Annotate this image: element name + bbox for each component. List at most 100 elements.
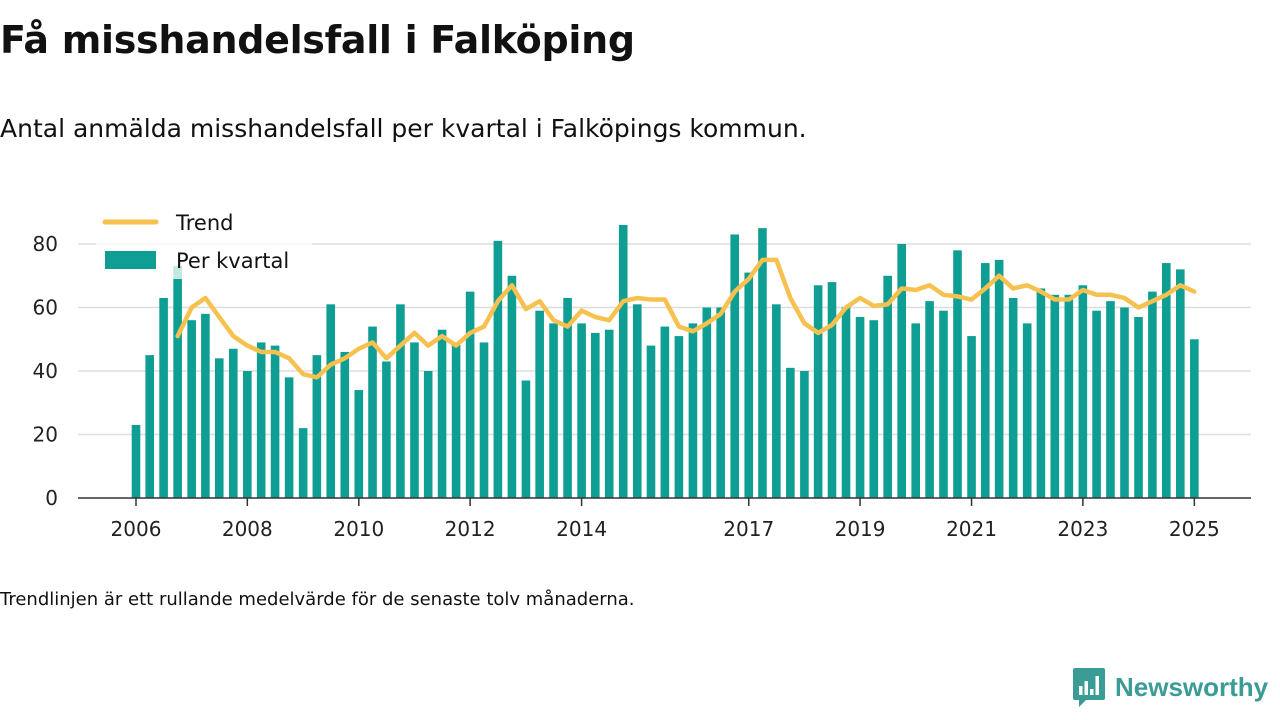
bar bbox=[131, 424, 141, 498]
bar bbox=[465, 291, 475, 499]
x-tick-label: 2019 bbox=[835, 517, 886, 541]
bar bbox=[1148, 291, 1157, 499]
x-tick-label: 2008 bbox=[222, 517, 273, 541]
newsworthy-logo-text: Newsworthy bbox=[1115, 671, 1269, 702]
bar bbox=[410, 342, 419, 498]
bar bbox=[632, 304, 642, 498]
bar bbox=[618, 224, 628, 498]
bar bbox=[535, 310, 544, 498]
bar bbox=[270, 345, 280, 498]
bar bbox=[841, 307, 851, 498]
bar bbox=[256, 342, 266, 498]
x-tick-label: 2021 bbox=[946, 517, 997, 541]
bar bbox=[563, 297, 572, 498]
bar bbox=[173, 266, 182, 498]
bar bbox=[813, 285, 823, 498]
bar bbox=[660, 326, 670, 498]
bar bbox=[298, 428, 308, 498]
legend-bar-swatch bbox=[105, 251, 156, 269]
bar bbox=[243, 371, 252, 498]
y-tick-labels: 0 20 40 60 80 bbox=[33, 232, 58, 510]
bar bbox=[591, 332, 600, 498]
x-tick-label: 2010 bbox=[333, 517, 384, 541]
y-tick-label: 60 bbox=[33, 296, 58, 320]
x-tick-label: 2017 bbox=[723, 517, 774, 541]
bar bbox=[911, 323, 921, 499]
bar bbox=[187, 320, 196, 498]
bar bbox=[800, 371, 809, 498]
bar bbox=[354, 390, 364, 498]
x-tick-labels: 2006 2008 2010 2012 2014 2017 2019 2021 2023 2025 bbox=[111, 498, 1220, 541]
bar bbox=[604, 329, 614, 498]
legend: Trend Per kvartal bbox=[96, 205, 312, 279]
bar bbox=[772, 304, 781, 498]
x-tick-label: 2014 bbox=[556, 517, 607, 541]
bar bbox=[437, 329, 447, 498]
bar bbox=[688, 323, 698, 499]
bar bbox=[994, 259, 1004, 499]
x-tick-label: 2012 bbox=[445, 517, 496, 541]
bar bbox=[967, 336, 976, 498]
bar bbox=[758, 228, 767, 499]
bar bbox=[312, 355, 322, 499]
bar bbox=[702, 307, 712, 498]
bar bbox=[925, 301, 934, 498]
newsworthy-logo: Newsworthy bbox=[1072, 666, 1268, 708]
bar bbox=[577, 323, 586, 499]
bar bbox=[145, 355, 155, 499]
bar bbox=[201, 313, 210, 498]
bar bbox=[883, 275, 892, 498]
bar bbox=[326, 304, 336, 498]
bar bbox=[423, 371, 433, 498]
bar bbox=[521, 380, 531, 498]
bar bbox=[159, 297, 168, 498]
bar bbox=[1078, 285, 1088, 498]
newsworthy-logo-icon bbox=[1073, 668, 1105, 707]
bar bbox=[382, 361, 391, 499]
bar bbox=[730, 234, 740, 499]
x-tick-label: 2025 bbox=[1169, 517, 1220, 541]
bar bbox=[897, 244, 906, 498]
bar bbox=[1176, 269, 1185, 498]
bar bbox=[674, 336, 684, 498]
bar bbox=[396, 304, 405, 498]
bar bbox=[716, 307, 725, 498]
bar bbox=[1161, 263, 1171, 498]
trend-line bbox=[175, 257, 1197, 380]
bar bbox=[368, 326, 377, 498]
bar bbox=[1050, 294, 1060, 498]
bar bbox=[646, 345, 656, 498]
y-tick-label: 20 bbox=[33, 423, 58, 447]
bar bbox=[549, 323, 558, 499]
bar bbox=[1036, 288, 1046, 498]
chart-title: Få misshandelsfall i Falköping bbox=[0, 18, 635, 62]
bar bbox=[284, 377, 294, 498]
bar bbox=[855, 317, 865, 498]
footnote: Trendlinjen är ett rullande medelvärde f… bbox=[0, 589, 635, 610]
bars-per-kvartal bbox=[131, 224, 1199, 499]
bar bbox=[939, 310, 948, 498]
bar bbox=[507, 275, 517, 498]
bar bbox=[214, 358, 224, 498]
y-tick-label: 80 bbox=[33, 232, 58, 256]
bar bbox=[1120, 307, 1129, 498]
bar bbox=[869, 320, 879, 498]
bar bbox=[827, 282, 837, 498]
bar bbox=[1134, 317, 1143, 498]
x-tick-label: 2006 bbox=[111, 517, 162, 541]
bar bbox=[1092, 310, 1101, 498]
bar bbox=[980, 263, 990, 498]
bar bbox=[744, 272, 754, 498]
bar bbox=[1008, 297, 1018, 498]
bar bbox=[1190, 339, 1199, 498]
bar bbox=[1064, 294, 1074, 498]
bar bbox=[1022, 323, 1032, 499]
bar bbox=[479, 342, 489, 498]
chart-subtitle: Antal anmälda misshandelsfall per kvarta… bbox=[0, 114, 807, 143]
legend-bar-label: Per kvartal bbox=[176, 249, 289, 273]
legend-trend-label: Trend bbox=[175, 211, 233, 235]
bar bbox=[786, 367, 795, 498]
y-tick-label: 40 bbox=[33, 359, 58, 383]
x-tick-label: 2023 bbox=[1057, 517, 1108, 541]
